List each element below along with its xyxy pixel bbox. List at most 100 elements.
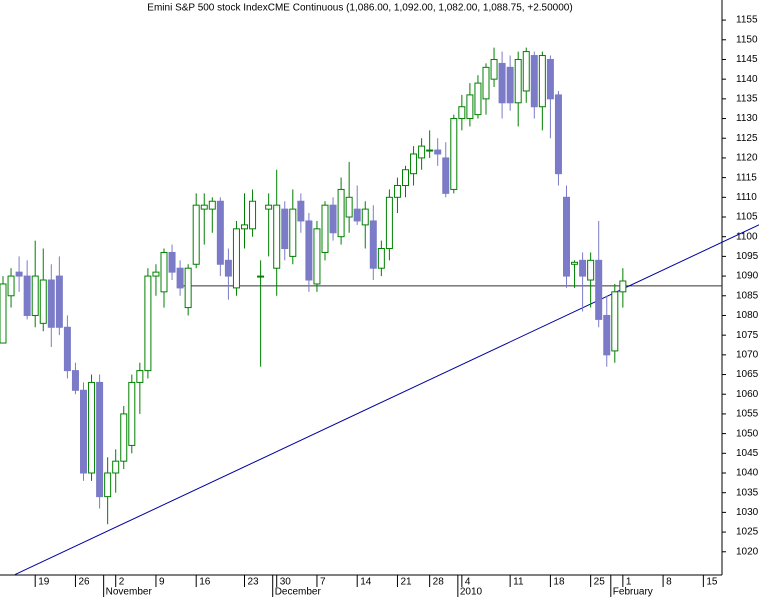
candle-body <box>546 58 554 100</box>
candle-body <box>265 204 273 210</box>
x-tick-label: 2 <box>119 577 125 588</box>
candle-body <box>71 370 79 391</box>
candle-body <box>611 291 619 352</box>
candle-body <box>55 275 63 328</box>
candle-body <box>249 200 257 230</box>
candle-body <box>329 204 337 234</box>
candle-body <box>474 82 482 116</box>
candle-body <box>23 275 31 316</box>
candle-body <box>603 314 611 356</box>
x-tick-label: 11 <box>513 577 524 588</box>
candle-body <box>168 251 176 273</box>
x-tick-label: 14 <box>360 577 372 588</box>
candle-body <box>160 251 168 293</box>
candle-body <box>369 220 377 269</box>
candle-body <box>442 157 450 194</box>
candle-body <box>297 200 305 222</box>
y-tick-label: 1060 <box>736 389 759 400</box>
candle-body <box>289 208 297 257</box>
candle-body <box>595 259 603 320</box>
candle-body <box>337 188 345 238</box>
candle-body <box>345 196 353 218</box>
candle-body <box>563 196 570 277</box>
candle-body <box>571 261 579 265</box>
y-tick-label: 1020 <box>736 546 759 557</box>
candle-body <box>450 118 458 190</box>
candle-body <box>579 259 587 277</box>
candle-body <box>208 200 216 210</box>
month-label: November <box>106 587 153 597</box>
candle-body <box>152 271 160 277</box>
month-label: December <box>275 587 322 597</box>
candle-body <box>88 381 96 474</box>
candle-body <box>402 169 409 186</box>
candle-body <box>136 370 144 383</box>
candle-body <box>514 58 522 104</box>
y-tick-label: 1125 <box>736 133 758 144</box>
x-tick-label: 18 <box>553 577 565 588</box>
x-tick-label: 9 <box>159 577 165 588</box>
candle-body <box>619 280 627 293</box>
candle-body <box>31 275 39 316</box>
candle-body <box>458 106 466 120</box>
x-tick-label: 26 <box>78 577 90 588</box>
y-tick-label: 1130 <box>736 113 758 124</box>
candle-body <box>80 389 87 474</box>
x-tick-label: 30 <box>280 577 292 588</box>
trendline <box>14 224 759 576</box>
y-tick-label: 1090 <box>736 271 759 282</box>
candle-body <box>554 94 562 175</box>
candle-body <box>0 283 7 344</box>
x-tick-label: 19 <box>38 577 50 588</box>
y-tick-label: 1100 <box>736 231 758 242</box>
candle-body <box>418 145 426 159</box>
candle-body <box>482 66 490 100</box>
candle-body <box>522 51 530 92</box>
candle-body <box>313 228 321 285</box>
x-tick-label: 23 <box>248 577 260 588</box>
y-tick-label: 1110 <box>736 192 757 203</box>
candle-body <box>232 228 240 289</box>
candle-body <box>120 413 128 462</box>
candle-body <box>385 196 393 250</box>
y-tick-label: 1105 <box>736 212 758 223</box>
y-tick-label: 1150 <box>736 34 758 45</box>
y-tick-label: 1045 <box>736 448 759 459</box>
y-tick-label: 1135 <box>736 93 758 104</box>
candle-body <box>587 259 595 281</box>
candle-body <box>466 94 474 120</box>
x-tick-label: 16 <box>199 577 211 588</box>
candle-body <box>410 153 418 175</box>
y-tick-label: 1035 <box>736 487 759 498</box>
candle-body <box>47 279 55 328</box>
y-tick-label: 1030 <box>736 507 759 518</box>
month-label: 2010 <box>460 587 483 597</box>
x-tick-label: 7 <box>320 577 326 588</box>
candle-body <box>128 381 136 446</box>
candle-body <box>281 208 289 250</box>
candle-body <box>538 55 546 108</box>
x-tick-label: 4 <box>465 577 471 588</box>
candle-body <box>273 204 281 269</box>
candle-body <box>257 275 265 278</box>
candle-body <box>192 204 200 265</box>
x-tick-label: 21 <box>400 577 412 588</box>
candle-body <box>506 66 514 104</box>
y-tick-label: 1085 <box>736 290 759 301</box>
x-tick-label: 25 <box>594 577 606 588</box>
candle-body <box>353 208 361 222</box>
candle-body <box>184 267 192 309</box>
y-tick-label: 1055 <box>736 409 759 420</box>
candle-body <box>96 381 104 498</box>
candle-body <box>176 267 184 289</box>
x-tick-label: 8 <box>666 577 672 588</box>
y-tick-label: 1080 <box>736 310 759 321</box>
y-tick-label: 1140 <box>736 74 758 85</box>
candle-body <box>490 58 498 80</box>
candle-body <box>39 279 47 324</box>
y-tick-label: 1065 <box>736 369 759 380</box>
candle-body <box>112 460 120 474</box>
candle-body <box>241 224 248 230</box>
candle-body <box>321 204 329 253</box>
